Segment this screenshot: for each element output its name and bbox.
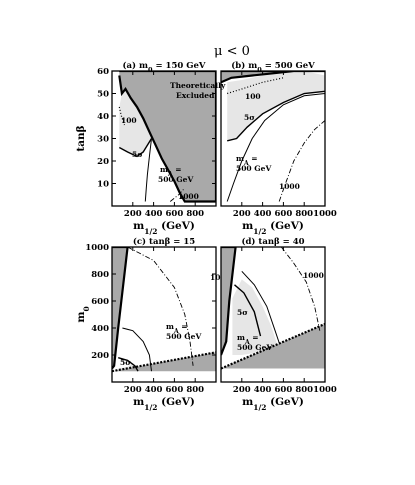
x-tick-label: 1000	[313, 209, 337, 219]
x-tick-label: 800	[186, 385, 204, 395]
annotation: 1000	[303, 271, 324, 280]
annotation: 5σ	[244, 113, 255, 122]
annotation: 500 GeV	[158, 175, 193, 184]
curve-1000	[169, 187, 186, 202]
annotation: mA =	[236, 154, 258, 167]
annotation: 100	[245, 92, 261, 101]
x-tick-label: 600	[166, 209, 184, 219]
curve-5sigma	[227, 90, 325, 142]
excluded-region-bottom-boundary	[221, 322, 325, 370]
x-axis-label: m1/2 (GeV)	[242, 220, 304, 236]
x-tick-label: 400	[254, 385, 272, 395]
x-tick-label: 1000	[313, 385, 337, 395]
x-tick-label: 200	[124, 385, 142, 395]
x-axis-label: m1/2 (GeV)	[242, 396, 304, 412]
y-tick-label: 40	[97, 112, 109, 122]
y-tick-label: 60	[97, 67, 109, 77]
y-tick-label: 600	[91, 297, 109, 307]
curve-mA-500	[144, 138, 152, 202]
annotation: 5σ	[237, 308, 248, 317]
5sigma-region	[119, 89, 152, 157]
plot-area	[112, 247, 216, 373]
curve-5sigma	[234, 284, 262, 337]
x-tick-label: 600	[275, 209, 293, 219]
y-axis-label: m0	[75, 306, 91, 322]
y-tick-label: 200	[91, 351, 109, 361]
excluded-region	[221, 71, 325, 83]
y-axis-label: tanβ	[75, 125, 87, 151]
figure-title: μ < 0	[214, 44, 250, 59]
x-tick-label: 200	[233, 209, 251, 219]
plot-area	[221, 71, 325, 202]
y-tick-label: 800	[91, 270, 109, 280]
curve-mA-500	[241, 270, 280, 344]
curve-mA-500	[122, 327, 152, 372]
excluded-region-boundary	[118, 71, 216, 203]
plot-area	[221, 247, 325, 370]
annotation: mA =	[160, 165, 182, 178]
5sigma-region	[232, 279, 278, 355]
annotation: 500 GeV	[237, 343, 272, 352]
panel-title: (d) tanβ = 40	[241, 236, 304, 247]
plot-area	[118, 71, 216, 203]
y-tick-label: 1000	[85, 243, 109, 253]
x-tick-label: 200	[124, 209, 142, 219]
x-tick-label: 800	[295, 385, 313, 395]
y-tick-label: 30	[97, 135, 109, 145]
annotation: mA =	[166, 322, 188, 335]
panel-title: (a) m0 = 150 GeV	[122, 60, 205, 74]
annotation: Theoretically	[170, 81, 226, 90]
panel-title: (c) tanβ = 15	[133, 236, 195, 247]
annotation: 5σ	[132, 150, 143, 159]
excluded-region-bottom-boundary	[112, 351, 216, 373]
curve-5sigma	[118, 357, 139, 372]
x-axis-label: m1/2 (GeV)	[133, 220, 195, 236]
x-tick-label: 600	[166, 385, 184, 395]
x-tick-label: 600	[275, 385, 293, 395]
y-tick-label: 50	[97, 90, 109, 100]
curve-1000	[278, 120, 325, 202]
x-tick-label: 400	[254, 209, 272, 219]
excluded-region	[119, 71, 216, 202]
annotation: 1000	[279, 182, 300, 191]
y-tick-label: 10	[97, 180, 109, 190]
excluded-region-left-boundary	[112, 247, 129, 370]
annotation: 500 GeV	[166, 332, 201, 341]
x-tick-label: 400	[145, 209, 163, 219]
x-tick-label: 800	[295, 209, 313, 219]
x-axis-label: m1/2 (GeV)	[133, 396, 195, 412]
plot-frame	[220, 246, 326, 383]
panel-title: (b) m0 = 500 GeV	[231, 60, 315, 74]
annotation: 100	[121, 116, 137, 125]
curve-1000	[280, 247, 321, 331]
plot-frame	[111, 246, 217, 383]
curve-mA-500	[226, 93, 325, 202]
annotation: mA =	[237, 333, 259, 346]
panel-a: 200 400 600 800 10 20 30 40 50 60 (a) m0 = 150 GeV…	[75, 60, 226, 236]
x-tick-label: 200	[233, 385, 251, 395]
plot-frame	[220, 70, 326, 207]
curve-1000	[127, 247, 194, 366]
excluded-region-left-boundary	[221, 247, 237, 356]
curve-100	[118, 106, 126, 126]
annotation: 5σ	[120, 358, 131, 367]
y-tick-label: 400	[91, 324, 109, 334]
x-tick-label: 800	[186, 209, 204, 219]
curve-5sigma	[118, 138, 153, 158]
annotation: Excluded	[176, 91, 215, 100]
annotation: 1000	[178, 192, 199, 201]
x-tick-label: 400	[145, 385, 163, 395]
y-tick-label: 20	[97, 157, 109, 167]
annotation: 500 GeV	[236, 164, 271, 173]
